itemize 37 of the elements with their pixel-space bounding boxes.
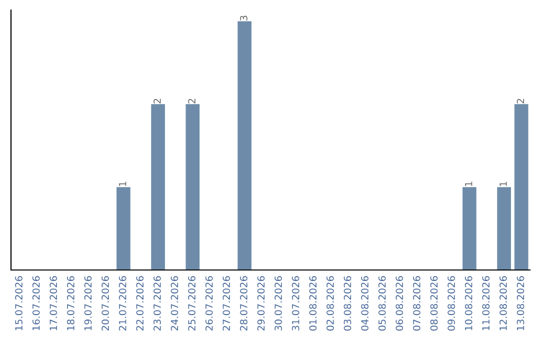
x-tick-label: 17.07.2026 bbox=[50, 276, 58, 330]
x-tick-label: 12.08.2026 bbox=[500, 276, 507, 330]
x-tick-label: 08.08.2026 bbox=[430, 276, 438, 331]
x-tick-label: 10.08.2026 bbox=[464, 276, 472, 330]
data-label: 2 bbox=[516, 98, 524, 104]
x-tick-label: 07.08.2026 bbox=[413, 276, 420, 331]
x-tick-label: 19.07.2026 bbox=[84, 276, 92, 330]
x-tick-label: 04.08.2026 bbox=[361, 276, 368, 331]
data-label: 1 bbox=[119, 182, 126, 186]
x-tick-label: 13.08.2026 bbox=[516, 276, 524, 330]
x-tick-label: 30.07.2026 bbox=[274, 276, 282, 330]
x-tick-label: 02.08.2026 bbox=[326, 276, 334, 331]
x-tick-label: 15.07.2026 bbox=[15, 276, 22, 330]
data-label: 2 bbox=[188, 98, 196, 104]
x-tick-label: 22.07.2026 bbox=[136, 276, 144, 331]
x-tick-label: 27.07.2026 bbox=[222, 276, 230, 331]
x-tick-label: 29.07.2026 bbox=[257, 276, 265, 331]
x-tick-label: 21.07.2026 bbox=[118, 276, 126, 331]
data-label: 2 bbox=[154, 98, 161, 104]
x-tick-label: 11.08.2026 bbox=[482, 276, 490, 330]
x-tick-label: 01.08.2026 bbox=[309, 276, 317, 331]
x-tick-label: 03.08.2026 bbox=[344, 276, 352, 331]
x-tick-label: 23.07.2026 bbox=[154, 276, 161, 331]
x-tick-label: 28.07.2026 bbox=[240, 276, 248, 331]
x-tick-label: 18.07.2026 bbox=[67, 276, 74, 330]
x-tick-label: 20.07.2026 bbox=[102, 276, 109, 331]
data-label: 1 bbox=[465, 182, 472, 186]
data-label: 1 bbox=[500, 182, 507, 186]
x-tick-label: 31.07.2026 bbox=[292, 276, 300, 330]
x-tick-label: 24.07.2026 bbox=[170, 276, 178, 331]
data-label: 3 bbox=[240, 16, 248, 20]
x-tick-label: 16.07.2026 bbox=[32, 276, 40, 330]
x-tick-label: 06.08.2026 bbox=[396, 276, 404, 331]
x-tick-label: 09.08.2026 bbox=[448, 276, 455, 331]
x-tick-label: 05.08.2026 bbox=[378, 276, 386, 331]
x-tick-label: 25.07.2026 bbox=[188, 276, 196, 331]
x-tick-label: 26.07.2026 bbox=[205, 276, 213, 331]
